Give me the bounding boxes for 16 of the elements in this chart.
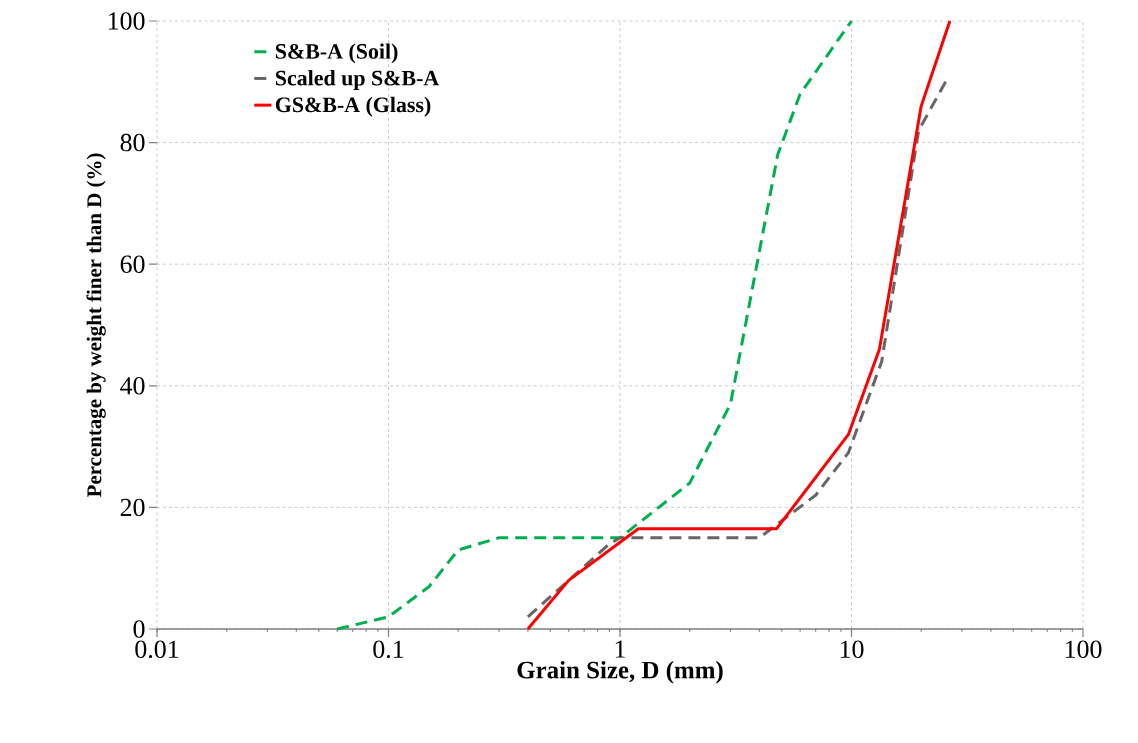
legend-label: S&B-A (Soil) (275, 43, 398, 64)
x-tick-label: 100 (1065, 640, 1102, 658)
y-tick-label: 0 (133, 620, 145, 638)
y-tick-label: 80 (120, 133, 145, 152)
x-tick-label: 1 (615, 640, 625, 658)
y-axis-title: Percentage by weight finer than D (%) (86, 153, 106, 498)
x-tick-label: 0.01 (135, 640, 179, 659)
y-tick-label: 100 (108, 12, 145, 30)
legend-label: GS&B-A (Glass) (275, 96, 431, 117)
x-axis-title: Grain Size, D (mm) (517, 660, 723, 684)
y-tick-label: 20 (120, 498, 145, 517)
x-tick-label: 10 (840, 640, 864, 658)
y-tick-label: 60 (120, 255, 145, 273)
x-tick-label: 0.1 (373, 640, 404, 659)
y-tick-label: 40 (120, 377, 145, 395)
legend-label: Scaled up S&B-A (275, 70, 440, 90)
